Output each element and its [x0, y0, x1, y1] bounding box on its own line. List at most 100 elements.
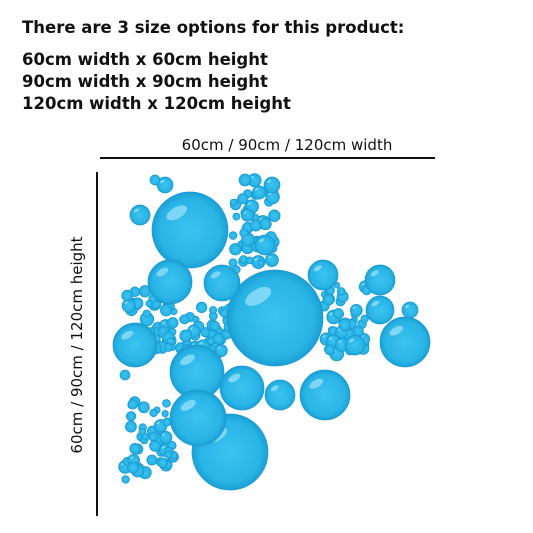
bubble-highlight	[121, 330, 134, 340]
bubble	[112, 322, 158, 368]
bubble	[229, 243, 242, 256]
bubble-highlight	[405, 304, 410, 308]
bubble	[307, 259, 339, 291]
bubble-highlight	[250, 175, 254, 179]
bubble	[239, 228, 249, 238]
bubble	[228, 231, 238, 240]
bubble	[121, 289, 134, 302]
bubble	[259, 217, 272, 231]
bubble	[237, 193, 249, 205]
bubble	[401, 301, 419, 319]
bubble-highlight	[389, 325, 404, 336]
bubble	[254, 234, 276, 256]
bubble	[226, 269, 324, 367]
bubble-highlight	[361, 282, 365, 286]
bubble-highlight	[217, 346, 221, 350]
bubble	[146, 454, 158, 466]
bubble	[365, 295, 395, 325]
bubble	[324, 344, 336, 356]
bubble	[360, 314, 369, 323]
bubble-highlight	[198, 342, 203, 345]
bubble	[332, 308, 344, 319]
bubble	[212, 332, 225, 345]
bubble	[160, 304, 173, 317]
bubble	[257, 259, 265, 267]
bubble	[125, 411, 137, 422]
bubble-highlight	[180, 399, 196, 411]
size-option: 90cm width x 90cm height	[22, 72, 268, 91]
bubble-highlight	[129, 456, 134, 459]
bubble-highlight	[267, 179, 272, 183]
bubble-highlight	[258, 238, 265, 243]
bubble-highlight	[370, 270, 379, 277]
bubble	[137, 401, 150, 414]
bubble-highlight	[160, 179, 165, 183]
bubble	[148, 431, 159, 442]
bubble	[164, 342, 173, 352]
bubble	[142, 309, 151, 318]
bubble-highlight	[180, 354, 195, 366]
height-label: 60cm / 90cm / 120cm height	[68, 236, 86, 453]
bubble	[121, 475, 130, 484]
bubble-highlight	[243, 211, 248, 214]
bubble-highlight	[352, 306, 356, 309]
bubble-highlight	[328, 337, 333, 340]
bubble	[127, 398, 138, 410]
bubble	[322, 293, 335, 306]
bubble-highlight	[322, 335, 326, 338]
bubble-highlight	[337, 340, 342, 344]
bubble-highlight	[161, 321, 166, 324]
bubble-highlight	[254, 257, 258, 261]
bubble-highlight	[161, 433, 166, 436]
bubble	[162, 399, 171, 408]
bubble-highlight	[258, 217, 263, 221]
bubble	[200, 327, 211, 338]
bubble	[238, 173, 252, 187]
bubble-highlight	[348, 338, 355, 343]
bubble	[379, 316, 431, 368]
bubble	[364, 264, 396, 296]
bubble-highlight	[124, 301, 129, 305]
bubble	[263, 176, 281, 194]
bubble	[209, 320, 221, 332]
bubble	[167, 317, 179, 329]
bubble	[203, 264, 241, 302]
bubble	[241, 208, 255, 222]
bubble-highlight	[166, 205, 187, 221]
bubble	[169, 389, 227, 447]
bubble	[196, 301, 208, 313]
bubble-highlight	[228, 373, 241, 383]
bubble	[264, 379, 296, 411]
bubble	[229, 198, 238, 207]
bubble	[206, 337, 215, 346]
title: There are 3 size options for this produc…	[22, 18, 405, 37]
bubble-highlight	[156, 421, 161, 425]
bubble-highlight	[254, 188, 259, 191]
bubble	[268, 209, 281, 222]
bubble-highlight	[245, 286, 272, 306]
bubble	[344, 334, 366, 356]
bubble	[164, 450, 173, 459]
bubble	[252, 185, 267, 200]
bubble	[336, 287, 346, 296]
bubble	[157, 457, 169, 469]
bubble-highlight	[267, 255, 272, 259]
size-option: 120cm width x 120cm height	[22, 94, 291, 113]
bubble	[209, 306, 218, 315]
bubble	[147, 259, 193, 305]
bubble-highlight	[309, 378, 324, 389]
bubble	[151, 191, 229, 269]
bubble	[125, 420, 137, 433]
bubble	[127, 461, 140, 474]
bubble	[141, 432, 149, 441]
bubble	[299, 369, 351, 421]
bubble	[219, 365, 265, 411]
bubble-highlight	[371, 300, 379, 307]
bubble	[149, 174, 161, 186]
bubble-highlight	[247, 202, 252, 205]
bubble	[245, 256, 254, 265]
bubble	[228, 258, 238, 268]
bubble-highlight	[133, 208, 140, 213]
